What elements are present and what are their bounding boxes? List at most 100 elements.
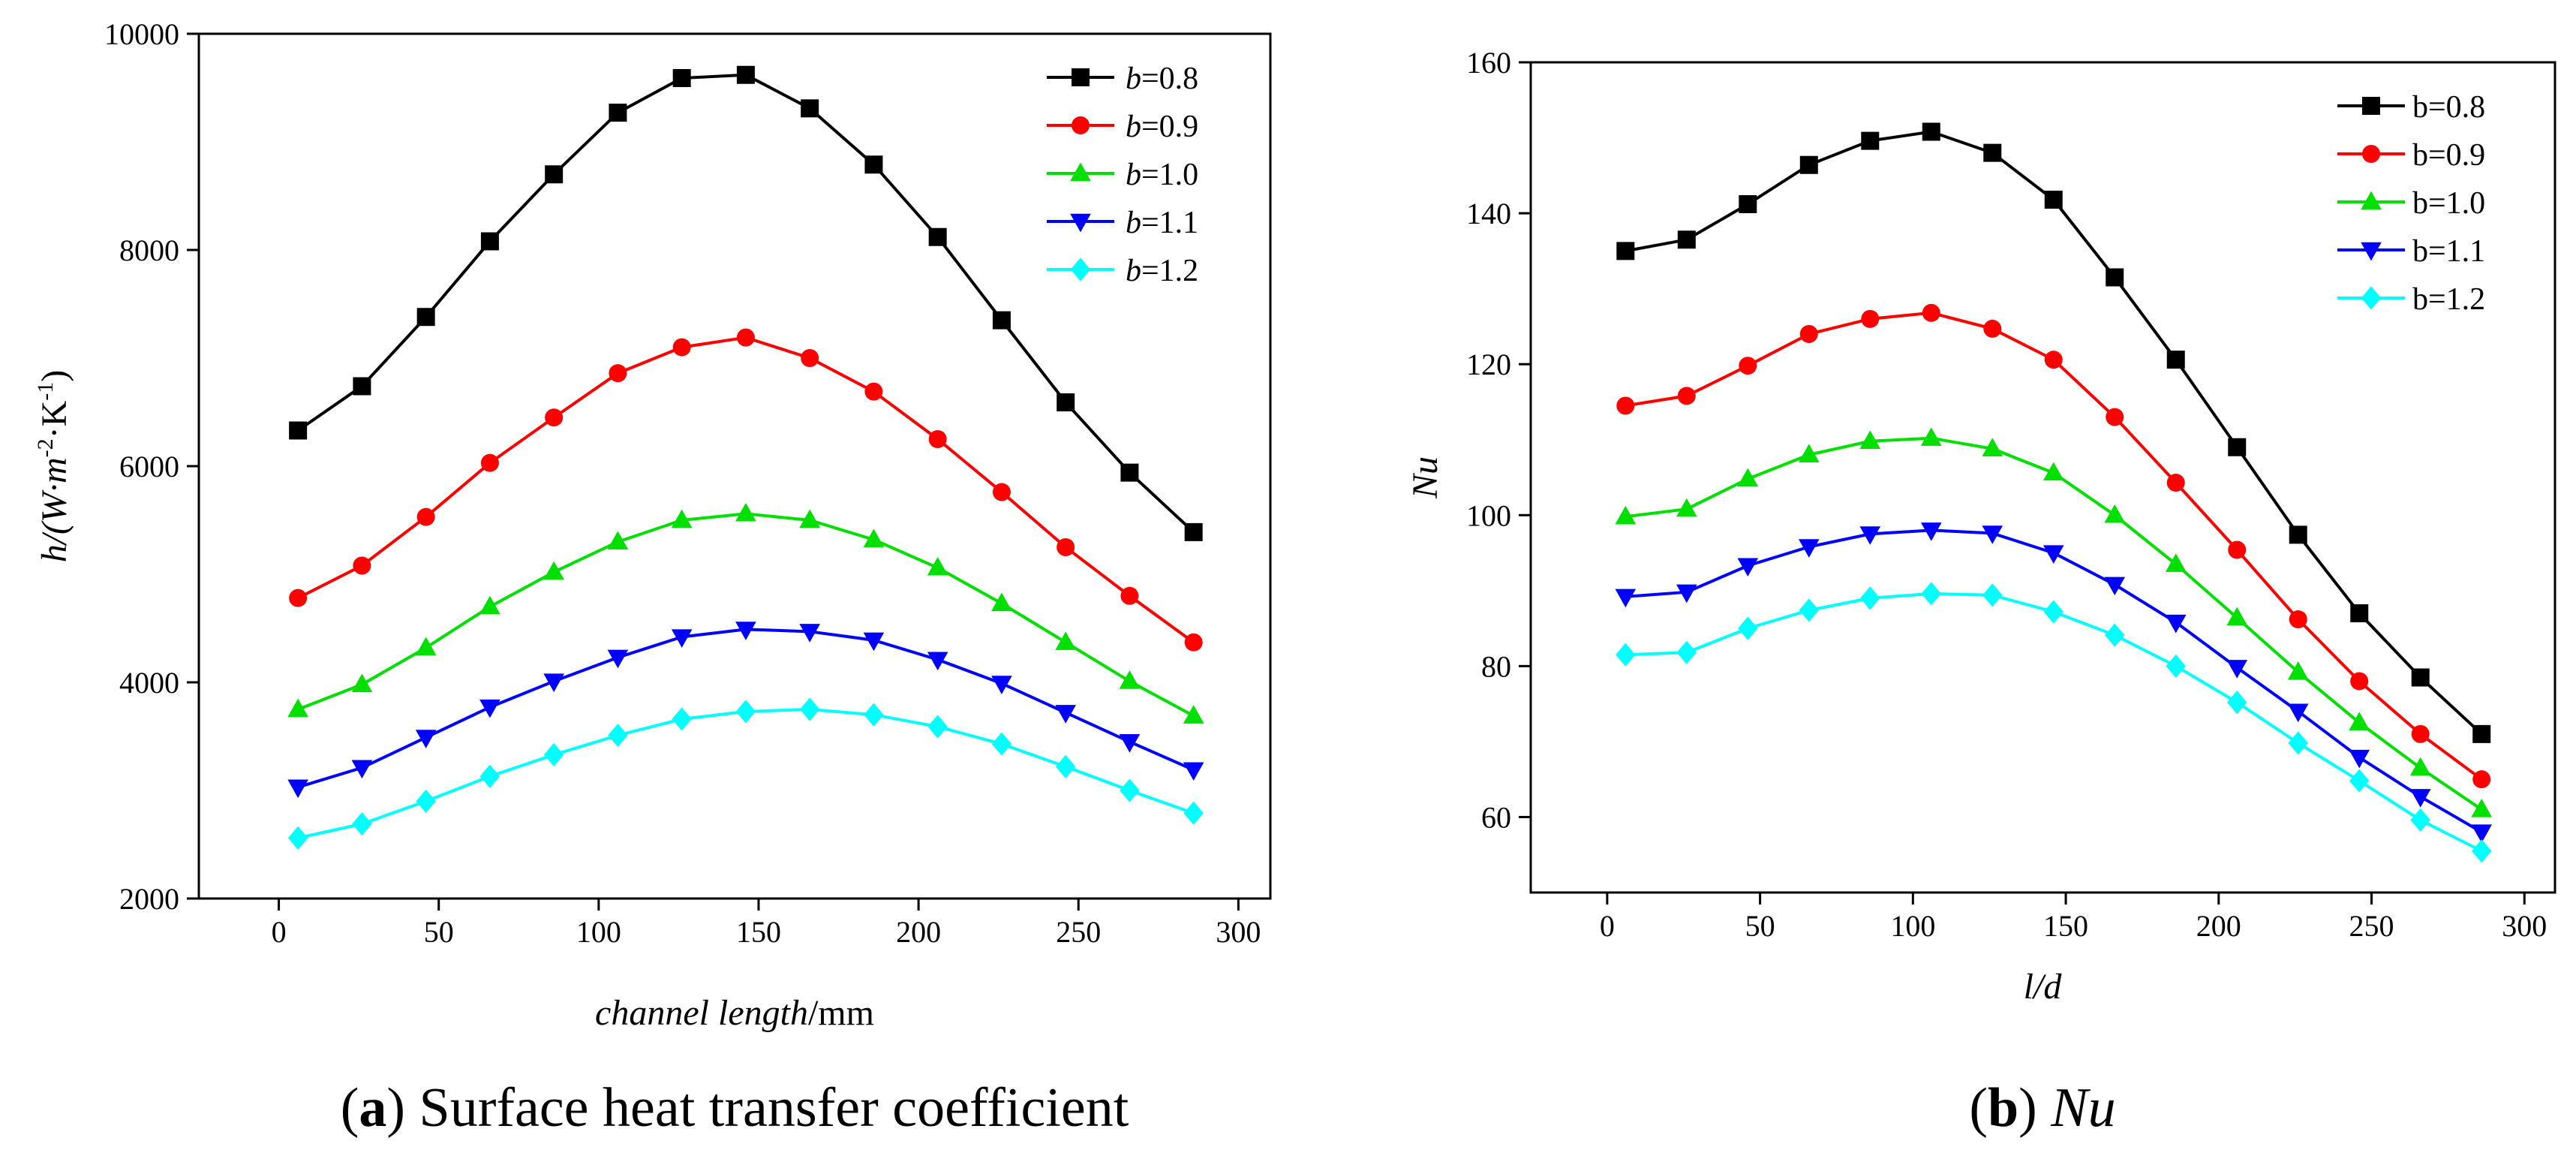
- panel-a-data-point: [415, 730, 437, 748]
- panel-b-data-point: [1615, 505, 1637, 525]
- panel-b-series-b=0.8: [1616, 122, 2491, 743]
- panel-a-series-b=1.1: [287, 622, 1204, 799]
- panel-b-data-point: [1616, 396, 1635, 415]
- panel-b-data-point: [2409, 757, 2431, 776]
- panel-b-data-point: [1859, 430, 1881, 449]
- panel-b-data-point: [2165, 614, 2187, 634]
- panel-a-legend-item: b=1.1: [1047, 206, 1198, 240]
- panel-a-caption: (a) Surface heat transfer coefficient: [341, 1077, 1129, 1139]
- panel-b-ytick-label: 60: [1481, 800, 1511, 834]
- panel-b-data-point: [1739, 195, 1757, 214]
- panel-b-data-point: [1616, 242, 1635, 260]
- panel-b-data-point: [1922, 303, 1940, 322]
- panel-a-legend-item: b=1.0: [1047, 158, 1198, 192]
- panel-b-data-point: [1799, 155, 1818, 174]
- panel-a-data-point: [351, 760, 373, 779]
- panel-a-series-b=1.0: [287, 502, 1204, 724]
- panel-a-data-point: [609, 364, 627, 383]
- panel-a-data-point: [415, 637, 437, 656]
- panel-a-xtick-label: 300: [1216, 915, 1261, 949]
- panel-b-legend-label: b=1.0: [2412, 186, 2485, 221]
- panel-b-data-point: [2349, 769, 2370, 793]
- panel-a-data-point: [927, 556, 948, 576]
- panel-b-data-point: [2289, 525, 2307, 544]
- panel-a-data-point: [672, 707, 692, 731]
- panel-b-legend-item: b=0.8: [2337, 90, 2485, 125]
- panel-b-legend-item: b=1.0: [2337, 186, 2485, 221]
- panel-b-data-point: [2411, 724, 2430, 743]
- panel-a-legend-marker: [1070, 257, 1091, 281]
- panel-a-xtick-label: 250: [1056, 915, 1101, 949]
- panel-a-data-point: [736, 65, 755, 84]
- panel-b-legend-item: b=1.2: [2337, 282, 2485, 317]
- panel-b-data-point: [2227, 691, 2247, 715]
- panel-b-legend-label: b=0.8: [2412, 90, 2485, 125]
- panel-b-data-point: [2043, 600, 2064, 624]
- panel-a-data-point: [1119, 670, 1141, 689]
- panel-a-data-point: [863, 632, 885, 652]
- panel-a-xtick-label: 200: [896, 915, 941, 949]
- panel-a-data-point: [799, 697, 820, 721]
- panel-b-data-point: [2226, 607, 2248, 626]
- panel-b-xtick-label: 50: [1745, 909, 1775, 943]
- panel-a-data-point: [351, 673, 373, 693]
- panel-b-legend-marker: [2362, 97, 2380, 115]
- panel-a-ytick-label: 10000: [104, 17, 179, 51]
- panel-b-data-point: [1737, 558, 1759, 577]
- panel-b-legend-label: b=1.2: [2412, 282, 2485, 317]
- panel-a-data-point: [416, 308, 435, 327]
- panel-b-data-point: [2044, 190, 2063, 209]
- panel-a-xlabel: channel length/mm: [595, 993, 874, 1033]
- panel-b-data-point: [2165, 553, 2187, 572]
- panel-a-data-point: [736, 328, 755, 347]
- panel-a-data-point: [1057, 538, 1075, 556]
- panel-b-data-point: [1861, 309, 1880, 328]
- panel-b-data-point: [2226, 660, 2248, 679]
- panel-b-data-point: [1676, 498, 1697, 517]
- panel-b-data-point: [1739, 357, 1757, 375]
- panel-a-data-point: [480, 232, 499, 251]
- panel-b-xtick-label: 150: [2043, 909, 2088, 943]
- panel-b-series-b=1.1: [1615, 522, 2493, 843]
- panel-a-xtick-label: 100: [576, 915, 621, 949]
- panel-a-data-point: [735, 502, 756, 522]
- panel-a-data-point: [735, 700, 756, 724]
- panel-a-data-point: [1183, 762, 1204, 781]
- panel-a-xtick-label: 0: [272, 915, 287, 949]
- panel-b-data-point: [1921, 582, 1941, 606]
- panel-a-data-point: [1120, 778, 1140, 802]
- panel-b-data-point: [2350, 604, 2369, 622]
- panel-a-data-point: [479, 699, 500, 718]
- panel-b-ylabel: Nu: [1405, 456, 1445, 499]
- panel-a-data-point: [672, 338, 691, 357]
- panel-b-xlabel: l/d: [2024, 967, 2063, 1007]
- panel-b-data-point: [1676, 584, 1697, 604]
- panel-a-data-point: [607, 649, 629, 669]
- panel-b-data-point: [2411, 668, 2430, 687]
- panel-b-data-point: [1737, 468, 1759, 487]
- panel-b-data-point: [2287, 703, 2309, 723]
- panel-a-data-point: [1184, 633, 1203, 652]
- panel-a-data-point: [928, 430, 947, 448]
- panel-a-legend-label: b=1.2: [1126, 254, 1198, 288]
- panel-a-data-point: [416, 789, 436, 813]
- panel-a-ytick-label: 2000: [119, 882, 179, 916]
- panel-a-data-point: [609, 104, 627, 122]
- panel-a-legend-item: b=1.2: [1047, 254, 1198, 288]
- panel-b-data-point: [1615, 589, 1637, 608]
- panel-a-data-point: [287, 826, 308, 850]
- panel-b-xtick-label: 100: [1890, 909, 1935, 943]
- panel-b-xtick-label: 250: [2349, 909, 2394, 943]
- panel-a-data-point: [1055, 754, 1076, 778]
- panel-b-data-point: [2228, 540, 2247, 559]
- panel-b-data-point: [2106, 408, 2124, 426]
- panel-b-data-point: [1738, 616, 1758, 640]
- panel-a-data-point: [1183, 801, 1204, 825]
- panel-b-data-point: [1676, 640, 1697, 664]
- panel-b-frame: [1529, 61, 2556, 894]
- panel-a-data-point: [543, 673, 564, 692]
- panel-b-data-point: [2409, 789, 2431, 808]
- panel-b-data-point: [1677, 387, 1696, 405]
- panel-a-data-point: [353, 377, 371, 396]
- panel-b-data-point: [1798, 444, 1820, 463]
